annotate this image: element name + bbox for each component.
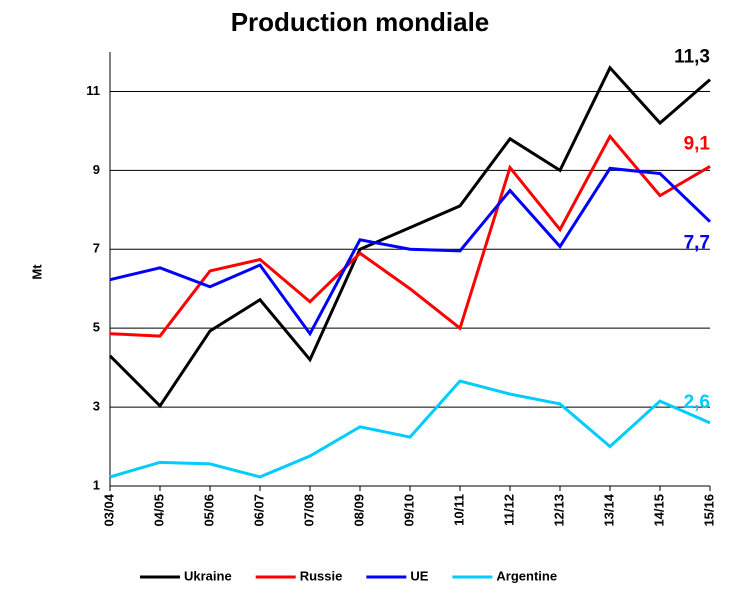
x-tick-label: 12/13 (551, 494, 566, 527)
x-tick-label: 04/05 (151, 494, 166, 527)
y-tick-label: 1 (93, 477, 100, 492)
data-label: 2,6 (684, 392, 710, 413)
y-tick-label: 7 (93, 241, 100, 256)
x-tick-label: 05/06 (201, 494, 216, 527)
legend-label: Russie (300, 568, 343, 583)
data-label: 9,1 (684, 133, 711, 154)
x-tick-label: 13/14 (601, 493, 616, 526)
x-tick-label: 06/07 (251, 494, 266, 527)
x-tick-label: 11/12 (501, 494, 516, 526)
y-tick-label: 11 (86, 83, 100, 98)
x-tick-label: 15/16 (701, 494, 716, 527)
y-axis-label: Mt (29, 264, 44, 280)
data-label: 7,7 (684, 233, 710, 254)
x-tick-label: 07/08 (301, 494, 316, 527)
y-tick-label: 9 (93, 162, 100, 177)
data-label: 11,3 (674, 47, 710, 68)
series-line (109, 133, 711, 338)
legend-label: UE (410, 568, 428, 583)
legend-label: Ukraine (184, 568, 232, 583)
x-tick-label: 03/04 (101, 493, 116, 526)
legend-label: Argentine (496, 568, 557, 583)
series-line (109, 166, 712, 337)
y-tick-label: 3 (93, 399, 100, 414)
series-line (109, 379, 711, 479)
x-tick-label: 10/11 (451, 494, 466, 526)
x-tick-label: 08/09 (351, 494, 366, 527)
y-tick-label: 5 (93, 320, 100, 335)
chart-title: Production mondiale (231, 7, 490, 37)
x-tick-label: 14/15 (651, 494, 666, 527)
series-line (108, 65, 711, 409)
x-tick-label: 09/10 (401, 494, 416, 527)
